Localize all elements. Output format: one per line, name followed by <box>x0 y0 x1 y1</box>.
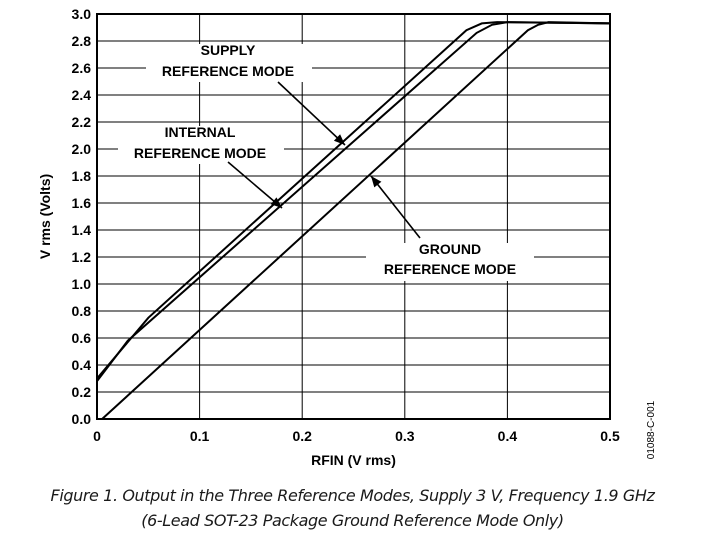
arrowhead-icon <box>371 176 382 188</box>
line-chart: SUPPLY REFERENCE MODE INTERNAL REFERENCE MO… <box>37 6 657 468</box>
figure-caption-line-2: (6-Lead SOT-23 Package Ground Reference … <box>141 511 564 530</box>
series-line-ground-reference-mode <box>101 21 611 420</box>
y-tick-label: 3.0 <box>72 6 92 22</box>
x-tick-label: 0.2 <box>292 428 312 444</box>
figure-code: 01088-C-001 <box>646 400 657 459</box>
annotation-background <box>118 126 284 164</box>
x-tick-label: 0.3 <box>395 428 415 444</box>
figure-caption-line-1: Figure 1. Output in the Three Reference … <box>50 486 655 505</box>
annotation-1: SUPPLY REFERENCE MODE <box>146 42 346 146</box>
y-tick-label: 0.8 <box>72 303 92 319</box>
annotation-arrow-line <box>227 161 283 209</box>
annotation-arrow-line <box>370 175 421 239</box>
arrowhead-icon <box>270 197 282 208</box>
series-line-internal-reference-mode <box>96 21 611 382</box>
annotation-label: REFERENCE MODE <box>384 261 516 277</box>
y-tick-label: 1.0 <box>72 276 92 292</box>
annotation-arrow-line <box>277 81 346 146</box>
y-tick-label: 0.0 <box>72 411 92 427</box>
annotation-label: INTERNAL <box>165 124 236 140</box>
y-tick-label: 0.4 <box>72 357 92 373</box>
tick-labels: 0 0.1 0.2 0.3 0.4 0.5 0.0 0.2 0.4 0.6 0.8 1.0 1.2 1.4… <box>72 6 620 444</box>
series-lines <box>96 21 611 420</box>
arrowhead-icon <box>333 134 345 145</box>
y-tick-label: 2.0 <box>72 141 92 157</box>
annotation-label: SUPPLY <box>201 42 256 58</box>
y-tick-label: 2.8 <box>72 33 92 49</box>
y-tick-label: 0.2 <box>72 384 92 400</box>
x-tick-label: 0.1 <box>190 428 210 444</box>
y-tick-label: 1.6 <box>72 195 92 211</box>
annotation-label: REFERENCE MODE <box>134 145 266 161</box>
x-tick-label: 0.5 <box>600 428 620 444</box>
annotations: SUPPLY REFERENCE MODE INTERNAL REFERENCE MO… <box>118 42 534 281</box>
annotation-3: GROUND REFERENCE MODE <box>366 175 534 281</box>
y-axis-title: V rms (Volts) <box>37 174 53 259</box>
x-tick-label: 0.4 <box>498 428 518 444</box>
annotation-label: GROUND <box>419 241 481 257</box>
annotation-background <box>146 44 312 82</box>
y-tick-label: 2.2 <box>72 114 92 130</box>
y-tick-label: 1.8 <box>72 168 92 184</box>
y-tick-label: 0.6 <box>72 330 92 346</box>
annotation-label: REFERENCE MODE <box>162 63 294 79</box>
annotation-background <box>366 243 534 281</box>
y-tick-label: 2.6 <box>72 60 92 76</box>
y-tick-label: 1.2 <box>72 249 92 265</box>
plot-frame <box>96 13 611 420</box>
y-tick-label: 2.4 <box>72 87 92 103</box>
y-tick-label: 1.4 <box>72 222 92 238</box>
x-tick-label: 0 <box>93 428 101 444</box>
x-axis-title: RFIN (V rms) <box>311 452 396 468</box>
annotation-2: INTERNAL REFERENCE MODE <box>118 124 284 209</box>
